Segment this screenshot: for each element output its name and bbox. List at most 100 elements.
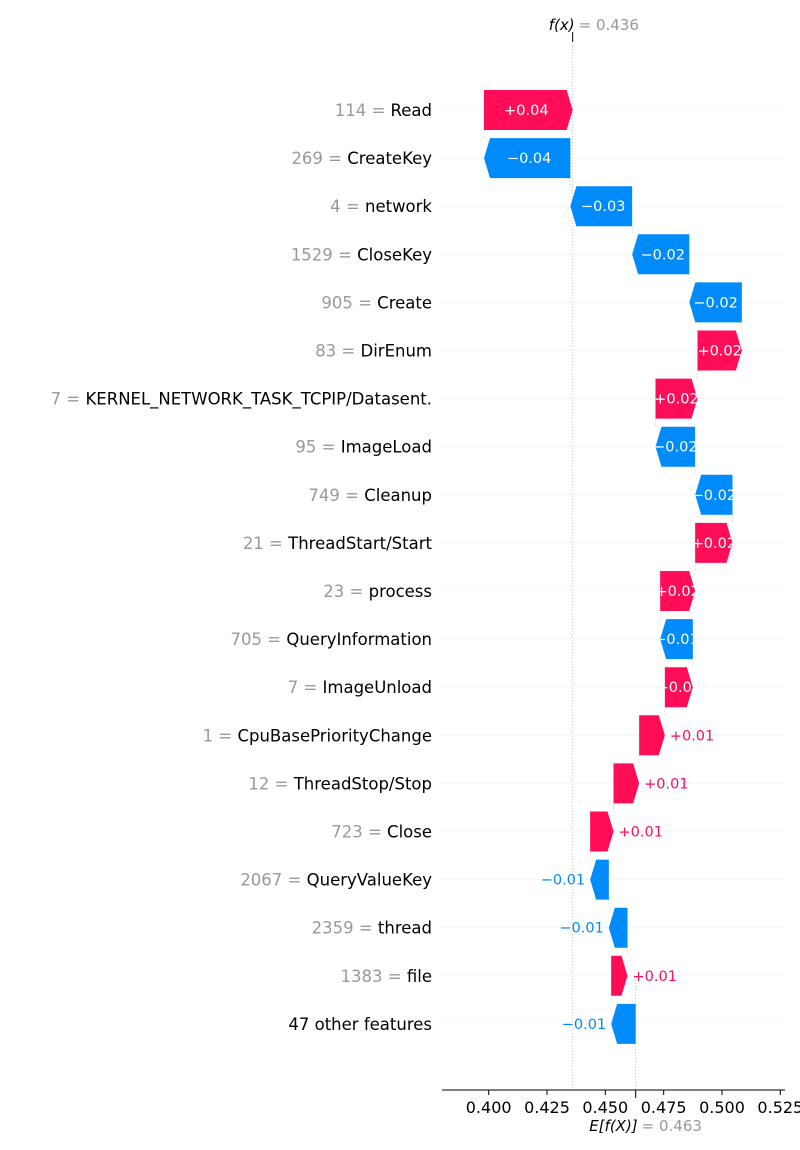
x-tick-label: 0.475 bbox=[641, 1098, 687, 1117]
feature-name: process bbox=[369, 582, 432, 601]
feature-label: 47 other features bbox=[288, 1015, 432, 1034]
feature-name: ImageUnload bbox=[323, 678, 432, 697]
feature-name: ThreadStop/Stop bbox=[293, 774, 432, 793]
fx-label: f(x) bbox=[549, 16, 575, 34]
feature-value: 269 = bbox=[291, 149, 347, 168]
feature-value: 12 = bbox=[248, 774, 293, 793]
feature-value: 23 = bbox=[323, 582, 368, 601]
x-tick-label: 0.500 bbox=[699, 1098, 745, 1117]
feature-label: 83 = DirEnum bbox=[315, 342, 432, 361]
feature-label: 4 = network bbox=[330, 197, 432, 216]
feature-value: 7 = bbox=[51, 390, 86, 409]
feature-value: 749 = bbox=[308, 486, 364, 505]
x-tick-label: 0.400 bbox=[466, 1098, 512, 1117]
bar-value-label: −0.02 bbox=[653, 440, 697, 456]
feature-name: ThreadStart/Start bbox=[287, 534, 432, 553]
feature-bar bbox=[632, 234, 690, 275]
fx-annotation: f(x) = 0.436 bbox=[549, 16, 639, 34]
feature-name: thread bbox=[378, 919, 432, 938]
efx-label: E[f(X)] bbox=[589, 1117, 638, 1135]
feature-bar bbox=[484, 90, 573, 130]
feature-bar bbox=[590, 811, 614, 852]
feature-bar bbox=[695, 522, 733, 563]
feature-label: 114 = Read bbox=[335, 101, 432, 120]
feature-name: CreateKey bbox=[347, 149, 432, 168]
feature-bar bbox=[655, 378, 698, 419]
bar-value-label: +0.01 bbox=[619, 825, 663, 841]
feature-bar bbox=[484, 138, 571, 179]
feature-label: 12 = ThreadStop/Stop bbox=[248, 774, 432, 793]
feature-value: 83 = bbox=[315, 342, 360, 361]
bar-value-label: +0.02 bbox=[654, 392, 698, 408]
feature-name: Cleanup bbox=[364, 486, 432, 505]
feature-name: Create bbox=[377, 293, 432, 312]
feature-name: network bbox=[365, 197, 432, 216]
feature-bar bbox=[608, 907, 628, 948]
feature-label: 749 = Cleanup bbox=[308, 486, 432, 505]
feature-label: 7 = ImageUnload bbox=[288, 678, 432, 697]
feature-name: ImageLoad bbox=[341, 438, 432, 457]
feature-bar bbox=[689, 282, 742, 323]
x-tick-label: 0.525 bbox=[757, 1098, 800, 1117]
feature-label: 7 = KERNEL_NETWORK_TASK_TCPIP/Datasent. bbox=[51, 390, 432, 410]
feature-label: 23 = process bbox=[323, 582, 432, 601]
feature-label: 21 = ThreadStart/Start bbox=[243, 534, 433, 553]
feature-name: CloseKey bbox=[357, 245, 432, 264]
feature-label: 269 = CreateKey bbox=[291, 149, 432, 168]
feature-label: 95 = ImageLoad bbox=[295, 438, 432, 457]
feature-name: CpuBasePriorityChange bbox=[237, 726, 432, 745]
bar-value-label: +0.01 bbox=[670, 728, 714, 744]
bar-value-label: −0.02 bbox=[692, 488, 736, 504]
feature-value: 114 = bbox=[335, 101, 391, 120]
feature-bar bbox=[660, 619, 693, 660]
bar-value-label: −0.01 bbox=[541, 873, 585, 889]
feature-value: 7 = bbox=[288, 678, 323, 697]
feature-value: 2067 = bbox=[240, 871, 306, 890]
feature-name: Read bbox=[391, 101, 432, 120]
x-axis: 0.400 0.425 0.450 0.475 0.500 0.525 bbox=[442, 1089, 800, 1117]
feature-bar bbox=[697, 330, 742, 371]
feature-bar bbox=[655, 426, 696, 467]
feature-name: DirEnum bbox=[361, 342, 433, 361]
feature-value: 1 = bbox=[203, 726, 238, 745]
feature-bar bbox=[613, 763, 640, 804]
bar-value-label: +0.02 bbox=[692, 536, 736, 552]
feature-name: file bbox=[407, 967, 432, 986]
x-tick-label: 0.425 bbox=[524, 1098, 570, 1117]
feature-value: 4 = bbox=[330, 197, 365, 216]
feature-name: 47 other features bbox=[288, 1015, 432, 1034]
feature-bar bbox=[570, 186, 633, 227]
feature-label: 1383 = file bbox=[341, 967, 432, 986]
feature-bar bbox=[611, 955, 628, 996]
feature-bar bbox=[611, 1003, 636, 1044]
bar-value-label: +0.02 bbox=[697, 344, 741, 360]
bar-value-label: −0.02 bbox=[641, 247, 685, 263]
feature-value: 21 = bbox=[243, 534, 288, 553]
feature-value: 2359 = bbox=[312, 919, 378, 938]
bar-value-label: −0.01 bbox=[654, 632, 698, 648]
feature-value: 905 = bbox=[321, 293, 377, 312]
feature-value: 705 = bbox=[231, 630, 287, 649]
bar-value-label: +0.01 bbox=[657, 680, 701, 696]
feature-label: 723 = Close bbox=[331, 823, 432, 842]
bar-value-label: −0.02 bbox=[693, 295, 737, 311]
bar-value-label: +0.04 bbox=[504, 103, 548, 119]
feature-bar bbox=[639, 715, 665, 756]
feature-label: 905 = Create bbox=[321, 293, 432, 312]
feature-name: Close bbox=[387, 823, 432, 842]
feature-bar bbox=[660, 571, 696, 611]
x-tick-label: 0.450 bbox=[582, 1098, 628, 1117]
feature-value: 723 = bbox=[331, 823, 387, 842]
feature-label: 705 = QueryInformation bbox=[231, 630, 432, 649]
feature-name: QueryInformation bbox=[286, 630, 432, 649]
feature-bars: +0.04 −0.04 −0.03 −0.02 −0.02 +0.02 +0.02 −0.02… bbox=[483, 90, 743, 1044]
feature-label: 2067 = QueryValueKey bbox=[240, 871, 432, 890]
feature-labels: 114 = Read 269 = CreateKey 4 = network 1529… bbox=[51, 101, 433, 1034]
feature-bar bbox=[664, 667, 693, 708]
feature-name: QueryValueKey bbox=[307, 871, 433, 890]
feature-value: 1529 = bbox=[291, 245, 357, 264]
feature-value: 95 = bbox=[295, 438, 340, 457]
feature-label: 1 = CpuBasePriorityChange bbox=[203, 726, 432, 745]
bar-value-label: +0.01 bbox=[644, 776, 688, 792]
